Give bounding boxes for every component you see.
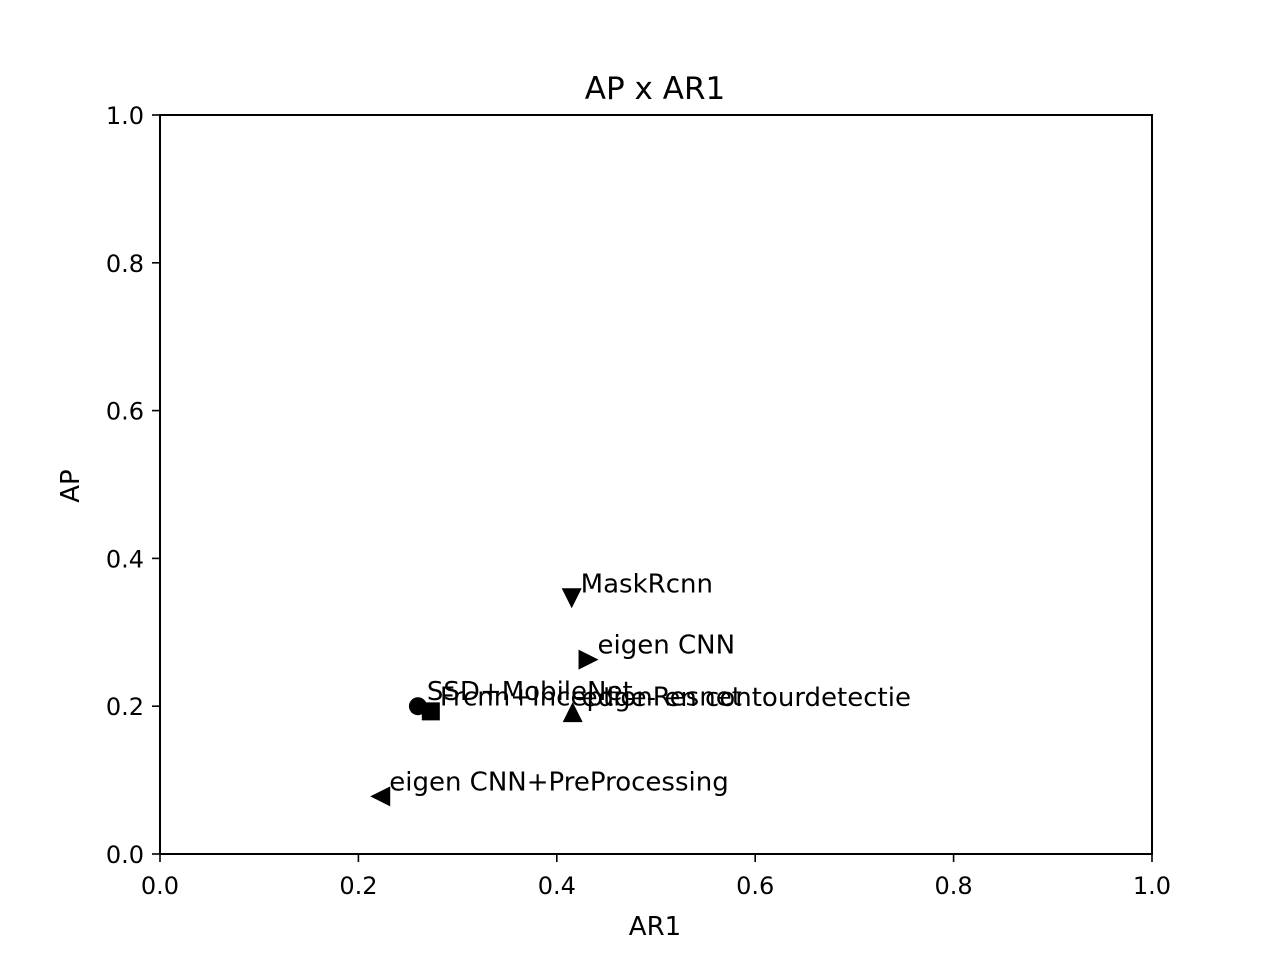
x-tick-label: 1.0 [1133, 872, 1171, 900]
x-tick-label: 0.0 [141, 872, 179, 900]
plot-frame [159, 114, 1153, 855]
point-label: Frcnn+InceptionResnet [440, 682, 742, 712]
y-tick-label: 0.2 [106, 693, 144, 721]
chart-title: AP x AR1 [585, 71, 725, 107]
data-point-triangle-up [562, 702, 583, 723]
point-label: edge- en contourdetectie [582, 683, 911, 713]
y-tick-label: 0.6 [106, 398, 144, 426]
point-label: SSD+MobileNet [427, 677, 633, 707]
y-axis-label: AP [56, 469, 86, 502]
data-point-square [421, 702, 440, 721]
y-tick-label: 0.0 [106, 841, 144, 869]
data-point-triangle-right [578, 649, 599, 670]
x-axis-label: AR1 [629, 912, 681, 942]
x-tick-label: 0.8 [935, 872, 973, 900]
y-tick-label: 1.0 [106, 102, 144, 130]
point-label: MaskRcnn [581, 569, 713, 599]
x-tick-label: 0.4 [538, 872, 576, 900]
x-tick-label: 0.2 [339, 872, 377, 900]
axis-ticks: 0.0 0.2 0.4 0.6 0.8 1.0 0.0 0.2 0.4 0.6 0.8 1.0 [106, 102, 1171, 900]
point-label: eigen CNN+PreProcessing [389, 767, 728, 797]
point-label: eigen CNN [598, 631, 736, 661]
y-tick-label: 0.8 [106, 250, 144, 278]
y-tick-label: 0.4 [106, 545, 144, 573]
data-points [370, 588, 599, 807]
data-point-triangle-down [561, 588, 582, 609]
x-tick-label: 0.6 [736, 872, 774, 900]
data-point-triangle-left [370, 786, 391, 807]
